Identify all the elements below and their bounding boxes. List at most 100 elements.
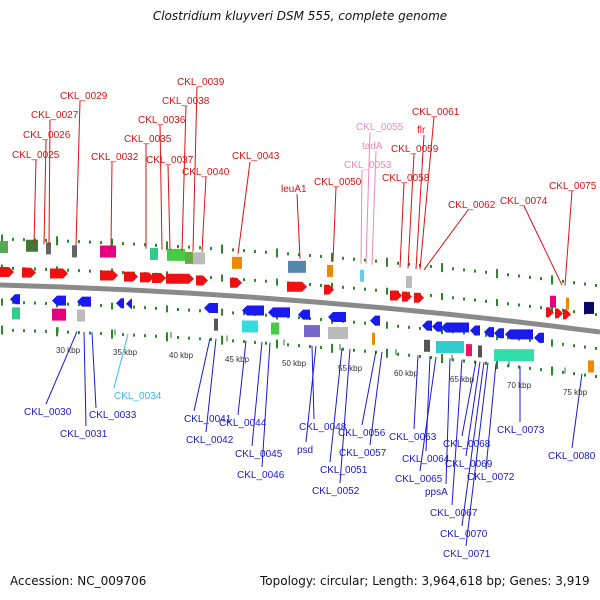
- leader-line: [413, 355, 419, 430]
- gene-label-ckl-0051[interactable]: CKL_0051: [320, 465, 368, 476]
- gene-label-ckl-0050[interactable]: CKL_0050: [314, 177, 362, 188]
- tick-mark: [298, 253, 300, 257]
- feature-block: [478, 345, 482, 358]
- gene-label-ckl-0048[interactable]: CKL_0048: [299, 422, 347, 433]
- tick-mark: [232, 248, 234, 252]
- tick-mark: [386, 348, 388, 358]
- gene-label-ckl-0042[interactable]: CKL_0042: [186, 435, 234, 446]
- scale-label-35kbp: 35 kbp: [113, 348, 138, 357]
- feature-block: [328, 327, 348, 340]
- gene-label-ckl-0065[interactable]: CKL_0065: [395, 474, 443, 485]
- gene-label-ckl-0033[interactable]: CKL_0033: [89, 410, 137, 421]
- map-title: Clostridium kluyveri DSM 555, complete g…: [152, 9, 448, 23]
- gene-label-ppsa[interactable]: ppsA: [425, 487, 448, 498]
- tick-mark: [188, 308, 190, 312]
- gene-label-ckl-0040[interactable]: CKL_0040: [182, 167, 230, 178]
- reverse-gene-arrow: [298, 309, 310, 320]
- gene-label-ckl-0038[interactable]: CKL_0038: [162, 96, 210, 107]
- gene-label-ckl-0041[interactable]: CKL_0041: [184, 414, 232, 425]
- leader-line: [43, 139, 47, 245]
- tick-mark: [232, 339, 234, 343]
- gene-label-ckl-0025[interactable]: CKL_0025: [12, 150, 60, 161]
- forward-gene-arrow: [0, 267, 14, 277]
- tick-mark: [342, 256, 344, 260]
- tick-mark: [507, 364, 509, 368]
- gene-label-ckl-0061[interactable]: CKL_0061: [412, 107, 460, 118]
- gene-label-ckl-0058[interactable]: CKL_0058: [382, 173, 430, 184]
- tick-mark: [364, 321, 366, 325]
- gene-label-ckl-0034[interactable]: CKL_0034: [114, 391, 162, 402]
- feature-block: [494, 349, 534, 362]
- gene-label-ckl-0039[interactable]: CKL_0039: [177, 77, 225, 88]
- gene-label-ckl-0026[interactable]: CKL_0026: [23, 130, 71, 141]
- forward-gene-arrow: [324, 284, 334, 295]
- tick-mark: [430, 355, 432, 359]
- gene-label-ckl-0032[interactable]: CKL_0032: [91, 152, 139, 163]
- gene-label-ckl-0062[interactable]: CKL_0062: [448, 200, 496, 211]
- reverse-gene-arrow: [126, 298, 132, 309]
- gene-label-ckl-0075[interactable]: CKL_0075: [549, 181, 597, 192]
- gene-label-ckl-0036[interactable]: CKL_0036: [138, 115, 186, 126]
- gene-label-ckl-0080[interactable]: CKL_0080: [548, 451, 596, 462]
- gene-label-ckl-0035[interactable]: CKL_0035: [124, 134, 172, 145]
- tick-mark: [276, 278, 278, 286]
- tick-mark: [188, 245, 190, 249]
- gene-label-ckl-0055[interactable]: CKL_0055: [356, 122, 404, 133]
- gene-label-ckl-0031[interactable]: CKL_0031: [60, 429, 108, 440]
- feature-block: [584, 301, 594, 314]
- gene-label-ckl-0037[interactable]: CKL_0037: [146, 155, 194, 166]
- gene-label-ckl-0057[interactable]: CKL_0057: [339, 448, 387, 459]
- tick-mark: [78, 269, 80, 273]
- gene-label-ckl-0046[interactable]: CKL_0046: [237, 470, 285, 481]
- tick-mark: [12, 266, 14, 270]
- leader-line: [571, 373, 583, 449]
- gene-label-ckl-0070[interactable]: CKL_0070: [440, 529, 488, 540]
- gene-label-ckl-0068[interactable]: CKL_0068: [443, 439, 491, 450]
- gene-label-ckl-0064[interactable]: CKL_0064: [402, 454, 450, 465]
- gene-label-ckl-0059[interactable]: CKL_0059: [391, 144, 439, 155]
- gene-label-leua1[interactable]: leuA1: [281, 184, 307, 195]
- gene-label-ckl-0043[interactable]: CKL_0043: [232, 151, 280, 162]
- gene-label-ckl-0067[interactable]: CKL_0067: [430, 508, 478, 519]
- tick-mark: [408, 291, 410, 295]
- leader-line: [445, 358, 451, 485]
- gene-label-ckl-0069[interactable]: CKL_0069: [445, 459, 493, 470]
- gene-label-ckl-0027[interactable]: CKL_0027: [31, 110, 79, 121]
- forward-gene-arrow: [287, 281, 307, 292]
- gene-label-ckl-0056[interactable]: CKL_0056: [338, 428, 386, 439]
- tick-mark: [496, 360, 498, 370]
- gene-label-flr[interactable]: flr: [417, 125, 426, 136]
- leader-line: [75, 100, 81, 246]
- leader-line: [361, 351, 377, 426]
- tick-mark: [397, 324, 399, 328]
- gene-label-psd[interactable]: psd: [297, 445, 313, 456]
- feature-block: [436, 340, 464, 353]
- gene-label-ckl-0071[interactable]: CKL_0071: [443, 549, 491, 560]
- feature-layer: [0, 239, 594, 373]
- tick-mark: [210, 246, 212, 250]
- reverse-gene-arrow: [116, 298, 124, 309]
- gene-label-ckl-0052[interactable]: CKL_0052: [312, 486, 360, 497]
- gene-label-ckl-0072[interactable]: CKL_0072: [467, 472, 515, 483]
- gene-label-ckl-0073[interactable]: CKL_0073: [497, 425, 545, 436]
- gene-label-ckl-0053[interactable]: CKL_0053: [344, 160, 392, 171]
- gene-label-ckl-0030[interactable]: CKL_0030: [24, 407, 72, 418]
- gene-label-ckl-0074[interactable]: CKL_0074: [500, 196, 548, 207]
- gene-label-ckl-0045[interactable]: CKL_0045: [235, 449, 283, 460]
- leader-line: [419, 356, 437, 472]
- leader-line: [181, 105, 187, 251]
- tick-mark: [320, 283, 322, 287]
- gene-label-ckl-0029[interactable]: CKL_0029: [60, 91, 108, 102]
- tick-mark: [276, 248, 278, 258]
- scale-label-65kbp: 65 kbp: [450, 375, 475, 384]
- gene-label-tada[interactable]: tadA: [362, 141, 383, 152]
- tick-mark: [540, 306, 542, 310]
- forward-gene-arrow: [196, 275, 208, 286]
- gene-label-ckl-0063[interactable]: CKL_0063: [389, 432, 437, 443]
- tick-mark: [507, 302, 509, 306]
- tick-mark: [364, 258, 366, 262]
- leader-line: [193, 338, 211, 412]
- tick-mark: [573, 372, 575, 376]
- tick-mark: [529, 366, 531, 370]
- gene-label-ckl-0044[interactable]: CKL_0044: [219, 418, 267, 429]
